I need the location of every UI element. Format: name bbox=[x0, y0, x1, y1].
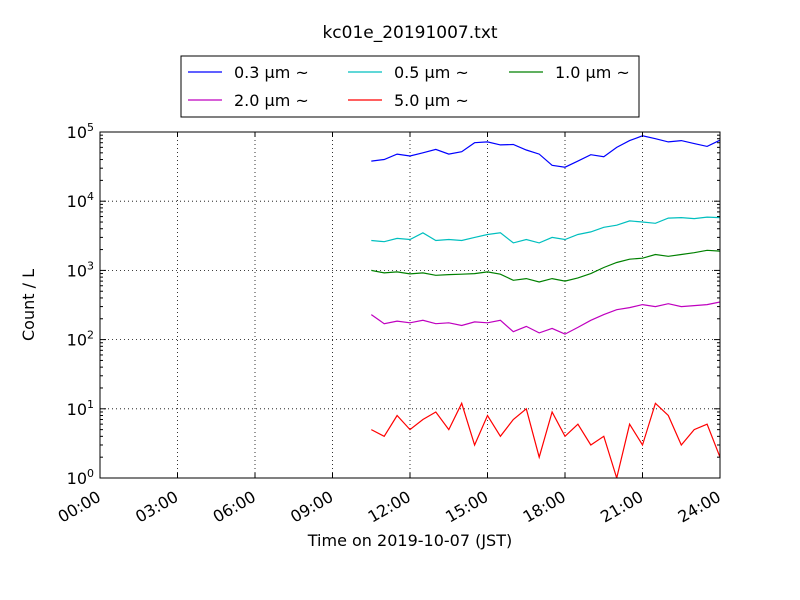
legend-label-0-5um: 0.5 µm ~ bbox=[394, 63, 469, 82]
legend-label-5-0um: 5.0 µm ~ bbox=[394, 91, 469, 110]
legend-label-1-0um: 1.0 µm ~ bbox=[555, 63, 630, 82]
x-tick-label: 09:00 bbox=[287, 487, 336, 527]
x-tick-label: 06:00 bbox=[210, 487, 259, 527]
legend-box bbox=[180, 55, 640, 118]
y-tick-label: 103 bbox=[67, 259, 94, 280]
y-tick-label: 102 bbox=[67, 329, 94, 350]
x-tick-labels: 00:00 03:00 06:00 09:00 12:00 15:00 18:00 21:00… bbox=[55, 487, 724, 527]
series-line-1-0um bbox=[371, 249, 720, 283]
x-tick-label: 00:00 bbox=[55, 487, 104, 527]
y-tick-label: 104 bbox=[67, 190, 94, 211]
legend-label-2-0um: 2.0 µm ~ bbox=[234, 91, 309, 110]
plot-series bbox=[370, 135, 720, 478]
y-tick-label: 100 bbox=[67, 467, 94, 488]
series-line-0-3um bbox=[371, 135, 720, 168]
grid-lines bbox=[100, 132, 720, 478]
axis-ticks bbox=[99, 131, 721, 479]
x-tick-label: 18:00 bbox=[520, 487, 569, 527]
y-axis-label: Count / L bbox=[19, 269, 38, 341]
legend: 0.3 µm ~ 0.5 µm ~ 1.0 µm ~ 2.0 µm ~ 5.0 µm ~ bbox=[180, 55, 640, 118]
series-line-2-0um bbox=[370, 301, 720, 335]
x-axis-label: Time on 2019-10-07 (JST) bbox=[307, 531, 512, 550]
y-tick-label: 101 bbox=[67, 398, 94, 419]
x-tick-label: 15:00 bbox=[442, 487, 491, 527]
y-tick-label: 105 bbox=[67, 121, 94, 142]
series-line-5-0um bbox=[371, 401, 720, 478]
y-tick-labels: 100 101 102 103 104 105 bbox=[67, 121, 94, 488]
series-line-0-5um bbox=[371, 216, 720, 244]
x-tick-label: 21:00 bbox=[597, 487, 646, 527]
x-tick-label: 24:00 bbox=[675, 487, 724, 527]
legend-label-0-3um: 0.3 µm ~ bbox=[234, 63, 309, 82]
x-tick-label: 12:00 bbox=[365, 487, 414, 527]
x-tick-label: 03:00 bbox=[132, 487, 181, 527]
chart-title: kc01e_20191007.txt bbox=[322, 23, 497, 43]
